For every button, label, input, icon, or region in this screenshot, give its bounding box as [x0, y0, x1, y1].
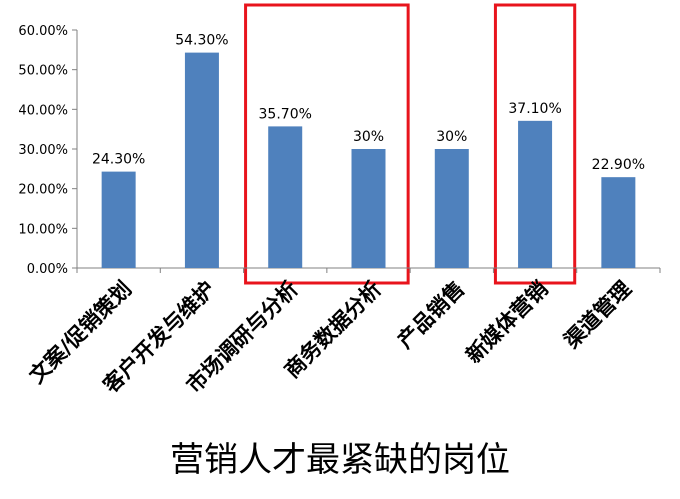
y-tick-label: 0.00% — [27, 262, 68, 277]
bar — [601, 177, 636, 268]
category-label: 渠道管理 — [560, 277, 636, 353]
highlight-box-2 — [493, 3, 577, 285]
bar — [518, 120, 553, 268]
bar — [268, 126, 303, 268]
category-label: 新媒体营销 — [461, 277, 552, 368]
bar — [434, 149, 469, 268]
data-label: 54.30% — [175, 33, 228, 49]
y-tick-label: 10.00% — [18, 222, 68, 237]
y-tick-label: 60.00% — [18, 24, 68, 39]
data-label: 35.70% — [259, 106, 312, 122]
bar-chart: 0.00% 10.00% 20.00% 30.00% 40.00% 50.00% 60.00… — [18, 3, 661, 397]
bar — [101, 171, 136, 268]
y-tick-label: 20.00% — [18, 183, 68, 198]
data-label: 37.10% — [508, 101, 561, 117]
y-tick-label: 30.00% — [18, 143, 68, 158]
y-tick-label: 50.00% — [18, 64, 68, 79]
highlight-box-1 — [244, 3, 410, 285]
data-label: 30% — [436, 129, 467, 145]
chart-title: 营销人才最紧缺的岗位 — [170, 440, 510, 480]
bar — [184, 52, 219, 268]
data-label: 22.90% — [592, 157, 645, 173]
y-tick-label: 40.00% — [18, 103, 68, 118]
bar — [351, 149, 386, 268]
category-label: 产品销售 — [393, 277, 469, 353]
data-label: 30% — [353, 129, 384, 145]
data-label: 24.30% — [92, 152, 145, 168]
